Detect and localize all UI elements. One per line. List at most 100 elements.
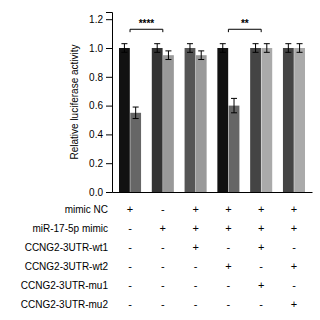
- error-bar-line: [168, 51, 169, 60]
- bar: [250, 48, 261, 192]
- error-bar-line: [299, 44, 300, 53]
- error-bar-cap: [121, 52, 127, 53]
- table-symbol: -: [128, 241, 132, 253]
- error-bar-cap: [198, 50, 204, 51]
- bar: [185, 48, 196, 192]
- table-symbol: +: [258, 241, 264, 253]
- table-row-label: mimic NC: [65, 204, 108, 215]
- error-bar-line: [234, 98, 235, 112]
- error-bar-cap: [297, 52, 303, 53]
- table-symbol: -: [161, 241, 165, 253]
- table-symbol: +: [225, 222, 231, 234]
- error-bar: [198, 51, 204, 60]
- error-bar-line: [288, 44, 289, 53]
- bar: [196, 55, 207, 192]
- table-symbol: -: [128, 260, 132, 272]
- error-bar: [264, 44, 270, 53]
- table-symbol: +: [258, 222, 264, 234]
- table-row-label: CCNG2-3UTR-mu2: [21, 299, 109, 310]
- significance-label: ****: [139, 18, 155, 29]
- bar: [152, 48, 163, 192]
- tick-label: 0.8: [89, 72, 103, 83]
- table-symbol: +: [192, 222, 198, 234]
- table-symbol: +: [291, 222, 297, 234]
- error-bar: [121, 44, 127, 53]
- table-symbol: -: [259, 260, 263, 272]
- bar: [163, 55, 174, 192]
- table-symbol: +: [192, 203, 198, 215]
- error-bar: [187, 44, 193, 53]
- table-symbol: +: [192, 241, 198, 253]
- tick-label: 0.2: [89, 158, 103, 169]
- table-symbol: -: [292, 279, 296, 291]
- axis-line: [106, 13, 113, 193]
- tick: 0.6: [89, 100, 112, 111]
- tick: 1.0: [89, 43, 112, 54]
- bar: [119, 48, 130, 192]
- error-bar-cap: [285, 43, 291, 44]
- error-bar: [133, 107, 139, 119]
- tick: 0.4: [89, 129, 112, 140]
- tick: 0.8: [89, 72, 112, 83]
- table-symbol: -: [161, 260, 165, 272]
- table-symbol: -: [194, 260, 198, 272]
- table-symbol: +: [225, 203, 231, 215]
- table-symbol: -: [161, 298, 165, 310]
- error-bar-cap: [154, 52, 160, 53]
- table-symbol: -: [227, 298, 231, 310]
- tick-label: 1.2: [89, 14, 103, 25]
- bar: [283, 48, 294, 192]
- symbol-table: mimic NC+-++++miR-17-5p mimic-+++++CCNG2…: [21, 203, 297, 310]
- table-symbol: -: [161, 203, 165, 215]
- error-bar-cap: [121, 43, 127, 44]
- error-bar-cap: [133, 107, 139, 108]
- significance-label: **: [241, 18, 249, 29]
- error-bar: [220, 44, 226, 53]
- tick-mark: [106, 106, 112, 107]
- table-symbol: -: [128, 222, 132, 234]
- tick-mark: [106, 192, 112, 193]
- error-bar: [154, 44, 160, 53]
- table-symbol: +: [291, 260, 297, 272]
- error-bar-cap: [253, 52, 259, 53]
- error-bar-line: [157, 44, 158, 53]
- error-bar-cap: [133, 118, 139, 119]
- error-bar: [165, 51, 171, 60]
- table-symbol: +: [225, 260, 231, 272]
- error-bar: [297, 44, 303, 53]
- error-bar-line: [222, 44, 223, 53]
- error-bar-line: [255, 44, 256, 53]
- bar: [130, 113, 141, 192]
- error-bar-cap: [187, 52, 193, 53]
- error-bar-line: [266, 44, 267, 53]
- table-symbol: -: [227, 241, 231, 253]
- bar: [229, 106, 240, 192]
- error-bar-cap: [220, 52, 226, 53]
- tick: 0.2: [89, 158, 112, 169]
- bar: [217, 48, 228, 192]
- bar: [261, 48, 272, 192]
- tick-mark: [106, 134, 112, 135]
- table-symbol: +: [258, 203, 264, 215]
- error-bar-cap: [187, 43, 193, 44]
- table-symbol: +: [160, 222, 166, 234]
- tick-label: 0.4: [89, 129, 103, 140]
- error-bar-cap: [220, 43, 226, 44]
- table-symbol: -: [194, 279, 198, 291]
- error-bar-cap: [154, 43, 160, 44]
- y-axis: 0.0 0.2 0.4 0.6 0.8 1.0 1.2: [89, 13, 112, 198]
- table-symbol: -: [128, 279, 132, 291]
- table-symbol: -: [194, 298, 198, 310]
- error-bar-line: [189, 44, 190, 53]
- y-axis-title: Relative luciferase activity: [69, 44, 80, 159]
- error-bar-cap: [198, 59, 204, 60]
- error-bar-line: [135, 107, 136, 119]
- error-bar-cap: [285, 52, 291, 53]
- error-bar-cap: [264, 52, 270, 53]
- x-axis: [113, 192, 313, 194]
- chart-container: ******0.00.20.40.60.81.01.2Relative luci…: [0, 0, 320, 320]
- tick-label: 0.0: [89, 187, 103, 198]
- significance-bracket: [130, 29, 163, 32]
- tick-label: 0.6: [89, 100, 103, 111]
- tick-mark: [106, 48, 112, 49]
